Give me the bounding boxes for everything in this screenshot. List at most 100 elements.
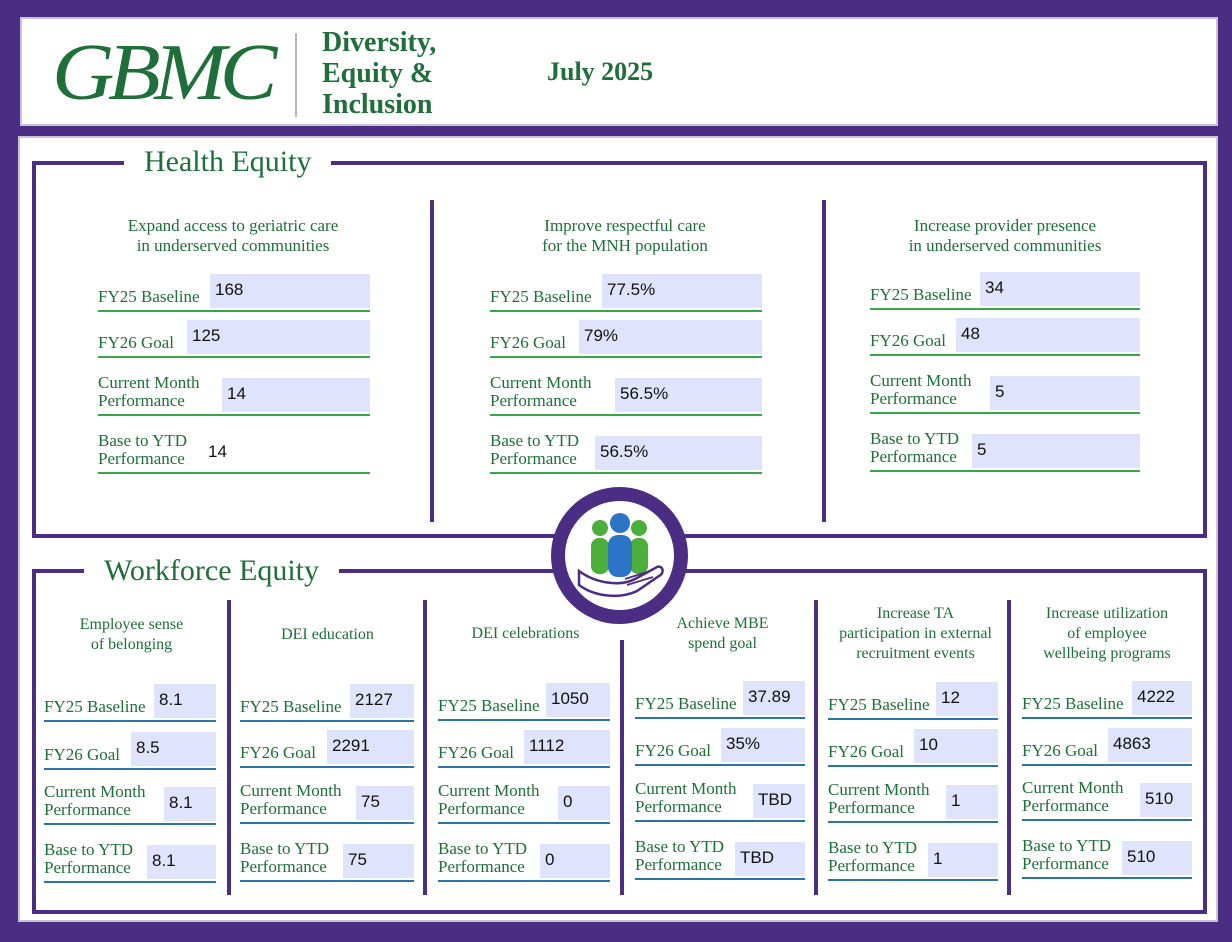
he-metric-label: FY26 Goal xyxy=(490,333,567,352)
workforce-equity-title: Workforce Equity xyxy=(84,554,340,588)
he-metric-value: 56.5% xyxy=(595,436,762,470)
we-metric-underline xyxy=(44,720,216,722)
he-metric-label: FY25 Baseline xyxy=(98,287,200,306)
we-metric-label: FY25 Baseline xyxy=(1022,694,1124,713)
he-metric-label: Base to YTD Performance xyxy=(98,431,188,468)
he-goal-title: Improve respectful care for the MNH popu… xyxy=(542,216,708,255)
we-metric-label: Base to YTD Performance xyxy=(1022,836,1112,873)
report-title-line-2: Equity & xyxy=(322,58,434,89)
we-metric-underline xyxy=(240,880,414,882)
we-metric-underline xyxy=(635,820,805,822)
we-metric-value: 4222 xyxy=(1132,681,1192,715)
he-metric-row: FY25 Baseline 77.5% xyxy=(490,274,762,312)
we-metric-label: Base to YTD Performance xyxy=(240,839,330,876)
we-metric-label: Current Month Performance xyxy=(1022,778,1124,815)
we-metric-row: Current Month Performance 0 xyxy=(438,782,610,824)
we-metric-label: Current Month Performance xyxy=(635,779,737,816)
we-metric-underline xyxy=(1022,877,1192,879)
we-metric-underline xyxy=(1022,764,1192,766)
we-metric-value: 8.1 xyxy=(164,787,216,821)
we-metric-underline xyxy=(828,821,998,823)
he-metric-row: FY25 Baseline 34 xyxy=(870,272,1140,310)
people-in-hand-icon xyxy=(577,513,664,598)
we-metric-value: 510 xyxy=(1140,783,1192,817)
he-metric-row: Current Month Performance 14 xyxy=(98,374,370,416)
we-metric-value: 4863 xyxy=(1108,728,1192,762)
we-metric-underline xyxy=(828,765,998,767)
header-divider xyxy=(295,33,297,117)
he-metric-label: Base to YTD Performance xyxy=(490,431,580,468)
he-metric-label: Current Month Performance xyxy=(870,371,972,408)
we-divider-2 xyxy=(423,600,427,895)
we-metric-label: Current Month Performance xyxy=(240,781,342,818)
we-goal-title: DEI education xyxy=(281,626,374,643)
gbmc-logo: GBMC xyxy=(52,29,277,117)
we-metric-row: FY25 Baseline 12 xyxy=(828,682,998,720)
he-metric-label: FY25 Baseline xyxy=(490,287,592,306)
we-metric-underline xyxy=(240,766,414,768)
we-goal-title: DEI celebrations xyxy=(471,625,580,642)
we-metric-value: 0 xyxy=(540,844,610,878)
we-metric-value: 1 xyxy=(946,785,998,819)
we-metric-underline xyxy=(828,718,998,720)
we-metric-row: FY25 Baseline 37.89 xyxy=(635,681,805,719)
we-metric-value: 1 xyxy=(928,843,998,877)
we-metric-value: 75 xyxy=(343,844,414,878)
he-metric-underline xyxy=(490,472,762,474)
we-metric-underline xyxy=(438,822,610,824)
he-metric-underline xyxy=(490,310,762,312)
we-metric-value: 2291 xyxy=(327,730,414,764)
he-metric-label: Base to YTD Performance xyxy=(870,429,960,466)
we-metric-label: FY25 Baseline xyxy=(635,694,737,713)
we-metric-row: Base to YTD Performance TBD xyxy=(635,838,805,880)
we-metric-value: 510 xyxy=(1122,841,1192,875)
we-metric-underline xyxy=(828,879,998,881)
we-metric-value: 12 xyxy=(936,682,998,716)
he-metric-value: 14 xyxy=(222,378,370,412)
we-metric-label: FY25 Baseline xyxy=(438,696,540,715)
we-metric-underline xyxy=(635,764,805,766)
we-metric-value: 35% xyxy=(721,728,805,762)
report-title-line-3: Inclusion xyxy=(322,89,433,120)
we-metric-value: 75 xyxy=(356,786,414,820)
he-metric-value: 5 xyxy=(972,434,1140,468)
he-metric-value: 14 xyxy=(208,442,227,461)
we-divider-1 xyxy=(227,600,231,895)
we-metric-value: 8.5 xyxy=(131,732,216,766)
he-metric-underline xyxy=(870,354,1140,356)
report-title-line-1: Diversity, xyxy=(322,27,437,58)
he-metric-row: Base to YTD Performance 5 xyxy=(870,430,1140,472)
we-metric-underline xyxy=(438,880,610,882)
we-metric-row: FY25 Baseline 2127 xyxy=(240,684,414,722)
he-goal-title: Expand access to geriatric care in under… xyxy=(127,216,339,255)
we-metric-underline xyxy=(438,766,610,768)
we-metric-underline xyxy=(44,768,216,770)
we-metric-underline xyxy=(438,719,610,721)
he-metric-underline xyxy=(98,414,370,416)
he-metric-underline xyxy=(490,356,762,358)
he-divider-1 xyxy=(430,200,434,522)
he-metric-value: 56.5% xyxy=(615,378,762,412)
we-divider-3 xyxy=(620,640,624,895)
we-goal-title: Increase TA participation in external re… xyxy=(839,605,992,662)
we-metric-row: FY26 Goal 10 xyxy=(828,729,998,767)
we-metric-label: Current Month Performance xyxy=(828,780,930,817)
we-metric-label: FY26 Goal xyxy=(438,743,515,762)
we-goal-title: Increase utilization of employee wellbei… xyxy=(1043,605,1171,662)
we-metric-value: 2127 xyxy=(350,684,414,718)
we-metric-row: Current Month Performance 75 xyxy=(240,782,414,824)
dei-emblem xyxy=(551,487,688,624)
we-metric-row: FY25 Baseline 1050 xyxy=(438,683,610,721)
we-metric-row: Current Month Performance 510 xyxy=(1022,779,1192,821)
health-equity-title: Health Equity xyxy=(124,145,332,179)
he-metric-value: 34 xyxy=(980,272,1140,306)
he-metric-label: FY25 Baseline xyxy=(870,285,972,304)
we-metric-label: FY26 Goal xyxy=(1022,741,1099,760)
he-metric-value: 125 xyxy=(187,320,370,354)
he-metric-underline xyxy=(870,308,1140,310)
we-metric-row: FY25 Baseline 4222 xyxy=(1022,681,1192,719)
he-metric-value: 48 xyxy=(956,318,1140,352)
we-metric-underline xyxy=(240,822,414,824)
he-metric-value: 79% xyxy=(579,320,762,354)
we-metric-row: Current Month Performance 1 xyxy=(828,781,998,823)
